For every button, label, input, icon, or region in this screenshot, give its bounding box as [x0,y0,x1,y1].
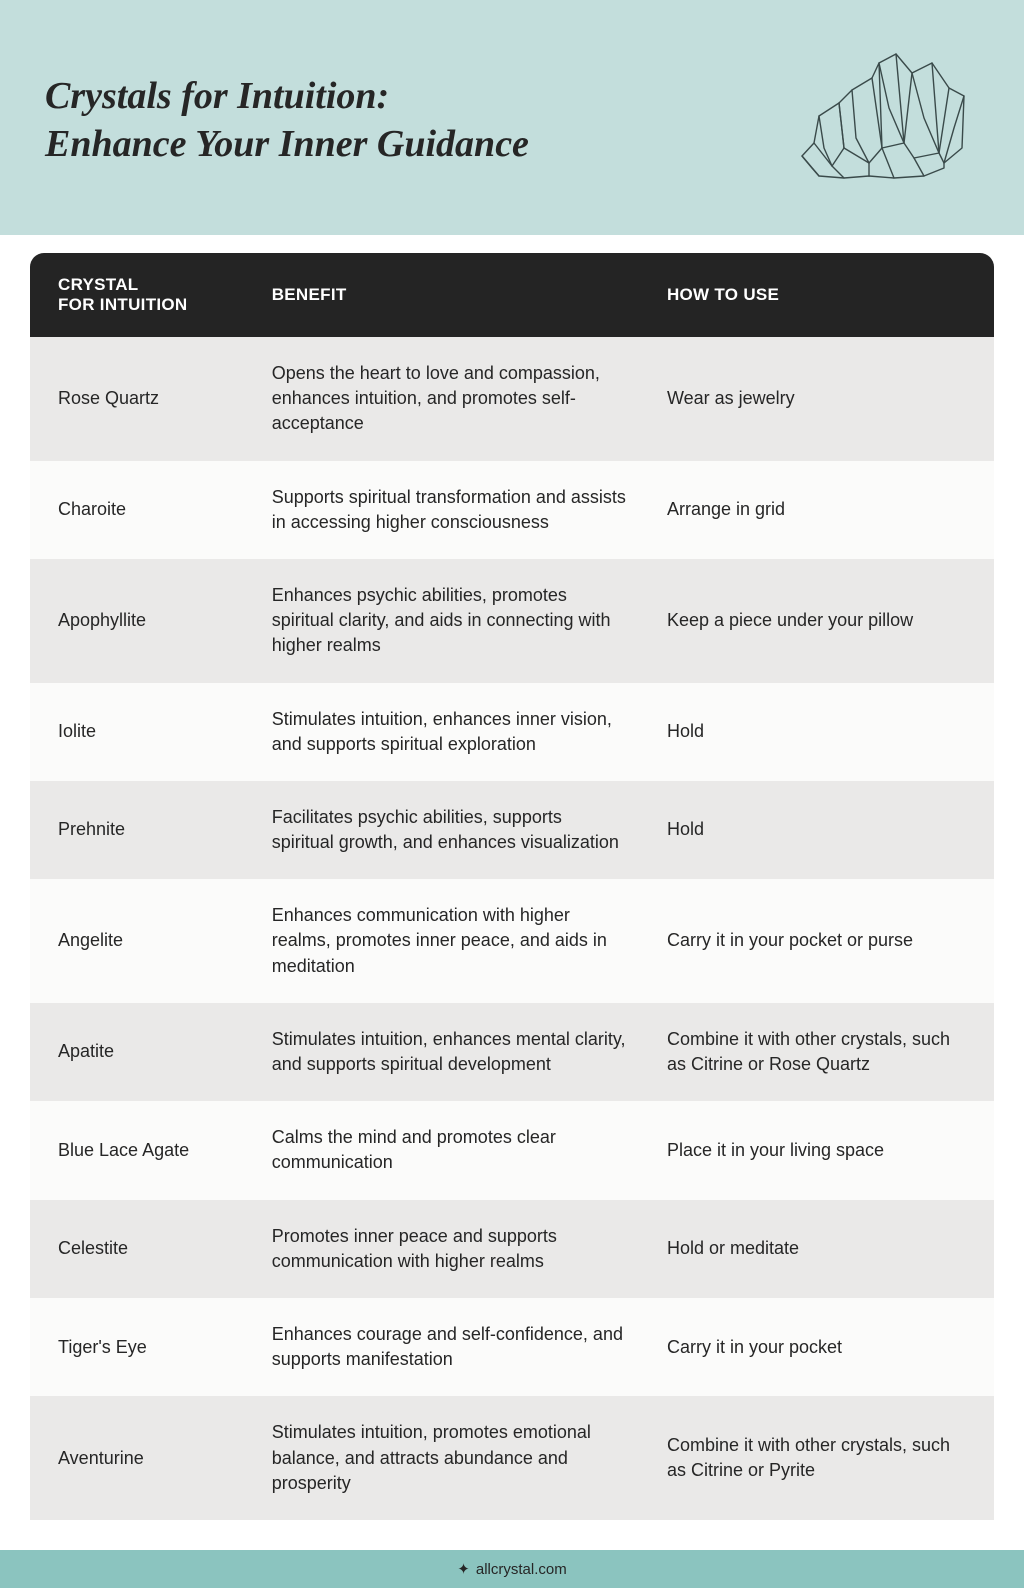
crystal-use: Wear as jewelry [647,337,994,461]
footer: ✦ allcrystal.com [0,1550,1024,1588]
crystal-cluster-icon [784,48,979,193]
table-row: IoliteStimulates intuition, enhances inn… [30,683,994,781]
col-header-crystal: CRYSTAL FOR INTUITION [30,253,252,337]
table-row: ApophylliteEnhances psychic abilities, p… [30,559,994,683]
crystal-benefit: Enhances psychic abilities, promotes spi… [252,559,647,683]
crystal-benefit: Calms the mind and promotes clear commun… [252,1101,647,1199]
crystal-use: Place it in your living space [647,1101,994,1199]
col-header-benefit: BENEFIT [252,253,647,337]
table-container: CRYSTAL FOR INTUITION BENEFIT HOW TO USE… [0,235,1024,1550]
crystal-use: Keep a piece under your pillow [647,559,994,683]
header-banner: Crystals for Intuition: Enhance Your Inn… [0,0,1024,235]
title-line-2: Enhance Your Inner Guidance [45,123,529,165]
crystals-table: CRYSTAL FOR INTUITION BENEFIT HOW TO USE… [30,253,994,1520]
table-row: CharoiteSupports spiritual transformatio… [30,461,994,559]
crystal-name: Tiger's Eye [30,1298,252,1396]
crystal-use: Combine it with other crystals, such as … [647,1003,994,1101]
crystal-benefit: Stimulates intuition, enhances mental cl… [252,1003,647,1101]
table-row: AngeliteEnhances communication with high… [30,879,994,1003]
crystal-name: Rose Quartz [30,337,252,461]
crystal-use: Carry it in your pocket or purse [647,879,994,1003]
table-header-row: CRYSTAL FOR INTUITION BENEFIT HOW TO USE [30,253,994,337]
table-row: ApatiteStimulates intuition, enhances me… [30,1003,994,1101]
table-row: Rose QuartzOpens the heart to love and c… [30,337,994,461]
crystal-use: Combine it with other crystals, such as … [647,1396,994,1520]
crystal-benefit: Supports spiritual transformation and as… [252,461,647,559]
footer-text: allcrystal.com [476,1561,567,1578]
table-row: AventurineStimulates intuition, promotes… [30,1396,994,1520]
page-title: Crystals for Intuition: Enhance Your Inn… [45,73,529,168]
table-row: Tiger's EyeEnhances courage and self-con… [30,1298,994,1396]
sparkle-icon: ✦ [457,1561,470,1578]
table-row: CelestitePromotes inner peace and suppor… [30,1200,994,1298]
crystal-use: Arrange in grid [647,461,994,559]
crystal-name: Celestite [30,1200,252,1298]
crystal-name: Aventurine [30,1396,252,1520]
crystal-benefit: Promotes inner peace and supports commun… [252,1200,647,1298]
crystal-use: Hold [647,781,994,879]
col-header-use: HOW TO USE [647,253,994,337]
crystal-benefit: Stimulates intuition, enhances inner vis… [252,683,647,781]
table-row: Blue Lace AgateCalms the mind and promot… [30,1101,994,1199]
crystal-benefit: Stimulates intuition, promotes emotional… [252,1396,647,1520]
crystal-name: Prehnite [30,781,252,879]
crystal-use: Hold or meditate [647,1200,994,1298]
table-body: Rose QuartzOpens the heart to love and c… [30,337,994,1520]
crystal-benefit: Enhances courage and self-confidence, an… [252,1298,647,1396]
table-row: PrehniteFacilitates psychic abilities, s… [30,781,994,879]
crystal-name: Blue Lace Agate [30,1101,252,1199]
crystal-benefit: Opens the heart to love and compassion, … [252,337,647,461]
crystal-use: Hold [647,683,994,781]
crystal-benefit: Facilitates psychic abilities, supports … [252,781,647,879]
crystal-use: Carry it in your pocket [647,1298,994,1396]
crystal-benefit: Enhances communication with higher realm… [252,879,647,1003]
crystal-name: Apatite [30,1003,252,1101]
crystal-name: Iolite [30,683,252,781]
crystal-name: Angelite [30,879,252,1003]
crystal-name: Apophyllite [30,559,252,683]
crystal-name: Charoite [30,461,252,559]
title-line-1: Crystals for Intuition: [45,75,389,117]
